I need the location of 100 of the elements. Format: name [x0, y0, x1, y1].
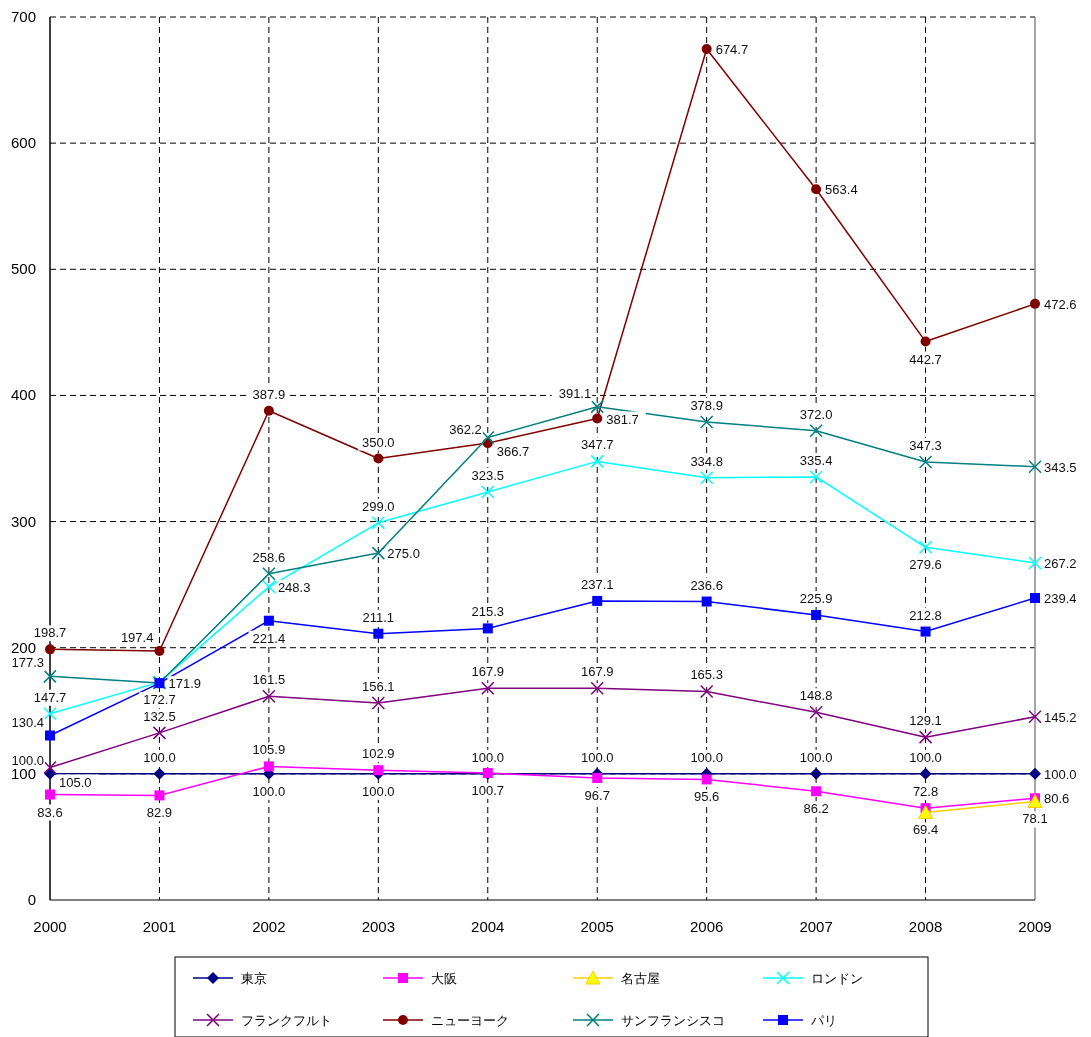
point — [45, 730, 55, 741]
point — [1030, 298, 1040, 309]
data-label: 391.1 — [558, 385, 592, 401]
point — [701, 596, 712, 607]
data-label: 100.0 — [799, 749, 833, 765]
point — [810, 767, 823, 780]
data-label: 335.4 — [799, 452, 833, 468]
legend-label: パリ — [810, 1013, 837, 1028]
point — [371, 516, 386, 530]
data-label: 102.9 — [362, 746, 395, 762]
y-tick-label: 0 — [27, 891, 36, 908]
point — [263, 761, 274, 772]
point — [811, 184, 822, 195]
data-label: 148.8 — [799, 688, 833, 704]
data-label: 279.6 — [909, 557, 942, 573]
x-tick-label: 2001 — [142, 918, 177, 935]
x-tick-label: 2004 — [471, 918, 505, 935]
point — [263, 405, 274, 416]
point — [262, 580, 276, 594]
legend-label: 大阪 — [431, 971, 457, 986]
point — [373, 453, 384, 464]
point — [371, 696, 386, 710]
data-label: 239.4 — [1044, 591, 1077, 607]
data-label: 72.8 — [912, 784, 939, 800]
data-label: 78.1 — [1022, 811, 1048, 827]
point — [45, 789, 55, 800]
data-label: 129.1 — [909, 713, 942, 729]
data-label: 100.0 — [1044, 766, 1077, 782]
data-label: 347.7 — [580, 437, 614, 453]
point — [43, 706, 57, 721]
point — [1028, 556, 1042, 570]
data-label: 299.0 — [362, 498, 395, 514]
point — [1029, 767, 1041, 780]
data-label: 130.4 — [11, 714, 44, 730]
y-tick-label: 500 — [10, 260, 36, 278]
data-label: 147.7 — [33, 689, 67, 705]
point — [809, 424, 823, 438]
point — [701, 774, 712, 785]
point — [811, 610, 822, 621]
point — [481, 485, 495, 499]
data-label: 381.7 — [606, 411, 639, 427]
data-label: 161.5 — [252, 672, 286, 688]
point — [263, 615, 274, 626]
data-label: 372.0 — [799, 406, 833, 422]
data-label: 347.3 — [909, 437, 942, 453]
data-label: 167.9 — [471, 664, 505, 680]
point — [699, 684, 714, 699]
legend-label: ニューヨーク — [431, 1013, 509, 1028]
point — [809, 470, 823, 484]
point — [699, 415, 714, 429]
data-label: 323.5 — [471, 467, 505, 483]
data-label: 145.2 — [1044, 709, 1077, 725]
data-label: 442.7 — [909, 351, 942, 367]
point — [1030, 593, 1040, 604]
data-label: 387.9 — [252, 386, 286, 402]
data-label: 177.3 — [11, 655, 44, 671]
data-label: 165.3 — [690, 667, 723, 683]
data-label: 258.6 — [252, 549, 286, 565]
data-label: 167.9 — [580, 664, 614, 680]
data-label: 248.3 — [277, 579, 311, 595]
data-label: 275.0 — [387, 546, 420, 562]
point — [919, 767, 932, 780]
point — [1028, 459, 1042, 474]
data-label: 211.1 — [362, 609, 395, 625]
data-label: 100.0 — [362, 783, 395, 799]
data-label: 100.0 — [252, 783, 286, 799]
data-label: 350.0 — [362, 434, 395, 450]
data-label: 171.9 — [168, 676, 201, 692]
legend-label: ロンドン — [811, 971, 863, 986]
x-tick-label: 2002 — [252, 918, 286, 935]
x-tick-label: 2003 — [361, 918, 396, 935]
data-label: 82.9 — [146, 805, 173, 821]
point — [592, 595, 603, 606]
y-tick-label: 200 — [10, 638, 36, 656]
y-tick-label: 600 — [10, 134, 36, 152]
point — [1028, 710, 1042, 724]
point — [811, 786, 822, 797]
point — [481, 430, 495, 445]
data-label: 236.6 — [690, 577, 723, 593]
data-label: 156.1 — [362, 679, 395, 695]
data-label: 221.4 — [252, 630, 286, 646]
data-label: 105.9 — [252, 742, 286, 758]
data-label: 105.0 — [59, 774, 92, 790]
point — [809, 705, 823, 720]
data-label: 83.6 — [37, 804, 63, 820]
point — [373, 628, 384, 639]
data-label: 366.7 — [496, 444, 530, 460]
data-label: 362.2 — [449, 422, 482, 438]
data-label: 563.4 — [825, 182, 858, 198]
data-label: 100.0 — [909, 749, 942, 765]
x-tick-label: 2007 — [799, 918, 833, 935]
y-tick-label: 400 — [10, 386, 36, 404]
point — [262, 689, 276, 704]
data-label: 69.4 — [912, 822, 939, 838]
data-label: 674.7 — [715, 41, 749, 57]
data-label: 198.7 — [33, 625, 67, 641]
point — [373, 765, 384, 776]
legend-label: サンフランシスコ — [621, 1013, 725, 1028]
point — [592, 773, 603, 784]
data-label: 100.0 — [471, 749, 505, 765]
